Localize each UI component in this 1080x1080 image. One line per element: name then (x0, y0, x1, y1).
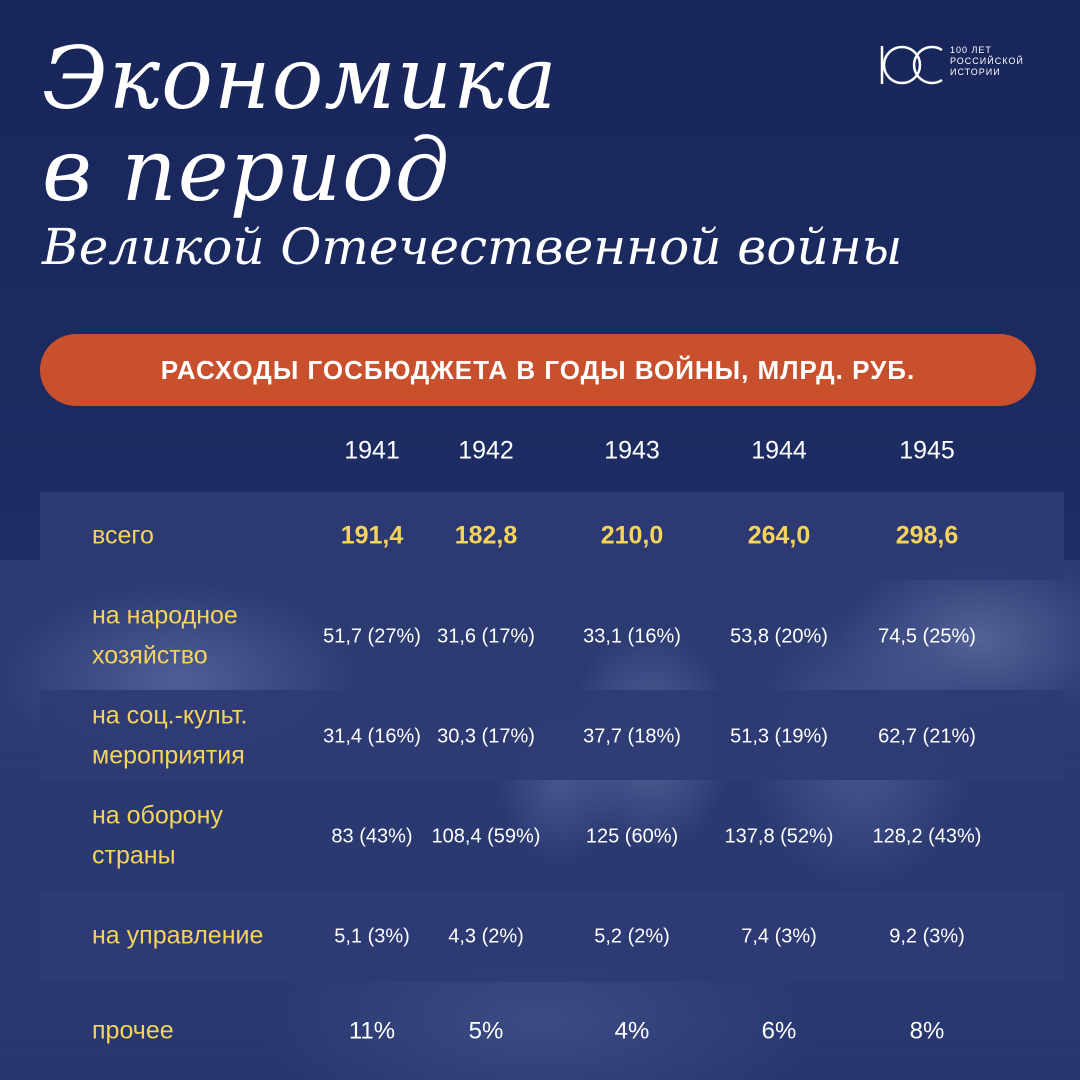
table-row-band (40, 892, 1064, 982)
row-label: страны (92, 842, 176, 870)
table-cell-value: 51,7 (27%) (323, 625, 421, 647)
column-header-year: 1945 (899, 437, 955, 465)
table-cell-value: 5,2 (2%) (594, 925, 670, 947)
table-cell-value: 5,1 (3%) (334, 925, 410, 947)
table-cell-value: 33,1 (16%) (583, 625, 681, 647)
logo-100-mark (880, 45, 943, 85)
logo-text-line: РОССИЙСКОЙ (950, 56, 1024, 66)
table-cell-value: 6% (762, 1017, 797, 1044)
table-cell-value: 128,2 (43%) (873, 825, 982, 847)
table-cell-value: 11% (349, 1017, 395, 1044)
table-cell-value: 53,8 (20%) (730, 625, 828, 647)
table-cell-value: 30,3 (17%) (437, 725, 535, 747)
row-label: на соц.-культ. (92, 702, 247, 730)
row-label: всего (92, 522, 154, 550)
background-photo (0, 560, 1080, 1080)
total-value: 210,0 (601, 522, 664, 550)
logo-100-years-history: 100 ЛЕТ РОССИЙСКОЙ ИСТОРИИ (874, 40, 1044, 88)
row-label: на управление (92, 922, 263, 950)
page-title-line-1: Экономика (42, 29, 558, 129)
table-row-band (40, 690, 1064, 780)
table-cell-value: 7,4 (3%) (741, 925, 817, 947)
row-label: мероприятия (92, 742, 245, 770)
table-row-band (40, 492, 1064, 580)
total-value: 264,0 (748, 522, 811, 550)
page-title-line-3: Великой Отечественной войны (42, 218, 903, 276)
total-value: 298,6 (896, 522, 959, 550)
table-title-pill: РАСХОДЫ ГОСБЮДЖЕТА В ГОДЫ ВОЙНЫ, МЛРД. Р… (40, 334, 1036, 406)
row-label: на оборону (92, 802, 223, 830)
table-cell-value: 51,3 (19%) (730, 725, 828, 747)
table-cell-value: 83 (43%) (331, 825, 412, 847)
table-cell-value: 31,6 (17%) (437, 625, 535, 647)
table-cell-value: 37,7 (18%) (583, 725, 681, 747)
table-cell-value: 8% (910, 1017, 945, 1044)
table-cell-value: 31,4 (16%) (323, 725, 421, 747)
row-label: хозяйство (92, 642, 208, 670)
logo-text-line: 100 ЛЕТ (950, 45, 992, 55)
row-label: на народное (92, 602, 238, 630)
table-cell-value: 62,7 (21%) (878, 725, 976, 747)
table-cell-value: 108,4 (59%) (432, 825, 541, 847)
total-value: 182,8 (455, 522, 518, 550)
column-header-year: 1942 (458, 437, 514, 465)
table-cell-value: 4% (615, 1017, 650, 1044)
column-header-year: 1943 (604, 437, 660, 465)
logo-text: 100 ЛЕТ РОССИЙСКОЙ ИСТОРИИ (950, 45, 1050, 78)
column-header-year: 1941 (344, 437, 400, 465)
page-title-line-2: в период (42, 121, 451, 221)
row-label: прочее (92, 1017, 174, 1045)
table-cell-value: 74,5 (25%) (878, 625, 976, 647)
column-header-year: 1944 (751, 437, 807, 465)
table-cell-value: 137,8 (52%) (725, 825, 834, 847)
table-cell-value: 4,3 (2%) (448, 925, 524, 947)
logo-text-line: ИСТОРИИ (950, 67, 1001, 77)
table-cell-value: 5% (469, 1017, 504, 1044)
table-cell-value: 125 (60%) (586, 825, 678, 847)
table-cell-value: 9,2 (3%) (889, 925, 965, 947)
total-value: 191,4 (341, 522, 404, 550)
